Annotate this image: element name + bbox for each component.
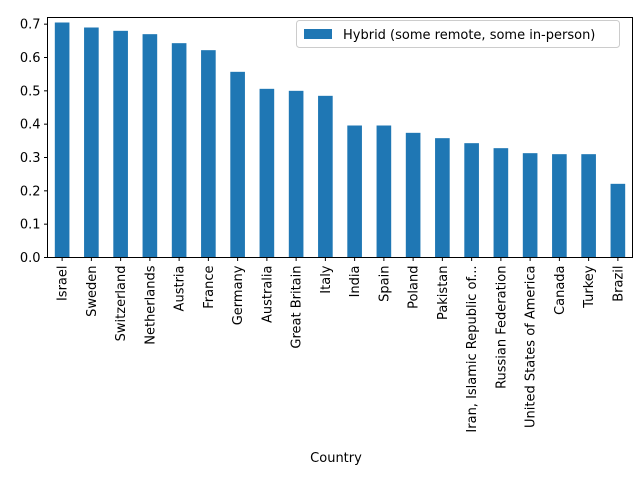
x-axis-ticks: Israel Sweden Switzerland Netherlands Austri… (56, 257, 626, 433)
bar-0 (54, 22, 70, 258)
y-tick-label: 0.2 (20, 184, 41, 199)
bar-10 (347, 125, 362, 258)
y-axis-ticks: 0.0 0.1 0.2 0.3 0.4 0.5 0.6 0.7 (20, 18, 48, 266)
y-tick-label: 0.5 (20, 84, 41, 99)
bar-2 (113, 30, 128, 258)
bar-15 (493, 148, 509, 258)
legend-label: Hybrid (some remote, some in-person) (343, 28, 595, 43)
bar-3 (142, 34, 158, 258)
x-tick-label: Israel (56, 266, 71, 302)
y-tick-label: 0.6 (20, 51, 41, 66)
bar-14 (464, 143, 479, 258)
legend-swatch (304, 29, 332, 39)
x-tick-label: Pakistan (436, 266, 451, 320)
bar-5 (201, 50, 216, 258)
y-tick-label: 0.7 (20, 18, 41, 33)
bar-11 (376, 125, 392, 258)
x-tick-label: Sweden (85, 266, 100, 317)
x-tick-label: Netherlands (143, 265, 158, 344)
x-tick-label: Poland (407, 266, 422, 309)
bar-18 (581, 154, 596, 258)
x-tick-label: United States of America (524, 266, 539, 428)
bar-7 (259, 88, 275, 258)
x-tick-label: Russian Federation (494, 266, 509, 389)
x-axis-label: Country (310, 451, 362, 466)
x-tick-label: Turkey (582, 265, 597, 309)
bar-1 (84, 27, 99, 258)
bar-4 (171, 43, 187, 258)
x-tick-label: Austria (173, 266, 188, 312)
bar-6 (230, 71, 245, 258)
x-tick-label: Canada (553, 266, 568, 315)
y-tick-label: 0.1 (20, 218, 41, 233)
y-tick-label: 0.4 (20, 118, 41, 133)
x-tick-label: France (202, 266, 217, 309)
x-tick-label: Australia (260, 266, 275, 324)
x-tick-label: Italy (319, 265, 334, 294)
y-tick-label: 0.3 (20, 151, 41, 166)
x-tick-label: Germany (231, 265, 246, 325)
bar-9 (318, 95, 333, 258)
x-tick-label: Iran, Islamic Republic of... (465, 266, 480, 433)
x-tick-label: Spain (377, 266, 392, 302)
legend-box (296, 20, 620, 48)
bar-19 (610, 183, 626, 258)
y-tick-label: 0.0 (20, 251, 41, 266)
bar-13 (435, 138, 450, 258)
x-tick-label: Brazil (611, 266, 626, 302)
plot-frame (47, 17, 633, 258)
bar-17 (552, 154, 567, 258)
bar-12 (405, 132, 421, 258)
x-tick-label: India (348, 266, 363, 298)
x-tick-label: Great Britain (290, 266, 305, 349)
legend: Hybrid (some remote, some in-person) (296, 20, 620, 48)
x-tick-label: Switzerland (114, 266, 129, 342)
bar-8 (288, 90, 304, 258)
bar-16 (522, 153, 538, 258)
bars-group (54, 22, 626, 258)
